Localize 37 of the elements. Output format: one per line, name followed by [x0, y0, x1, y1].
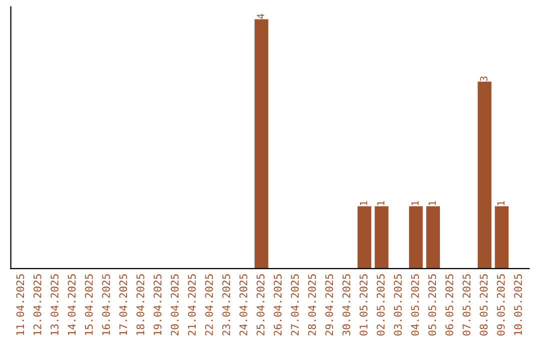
x-tick-label: 27.04.2025 [290, 274, 299, 336]
x-tick-label: 09.05.2025 [496, 274, 505, 336]
data-label: 1 [428, 201, 436, 206]
x-tick-label: 17.04.2025 [119, 274, 128, 335]
x-tick-label: 07.05.2025 [462, 274, 470, 336]
data-label: 1 [497, 201, 504, 206]
data-label: 1 [412, 201, 419, 206]
x-tick-label: 02.05.2025 [376, 274, 385, 336]
x-tick-label: 08.05.2025 [480, 274, 488, 336]
x-tick-label: 01.05.2025 [360, 274, 368, 336]
x-tick-label: 23.04.2025 [222, 274, 230, 336]
x-tick-label: 20.04.2025 [170, 274, 179, 336]
x-tick-label: 18.04.2025 [136, 274, 144, 335]
x-tick-label: 05.05.2025 [428, 274, 436, 336]
x-tick-label: 04.05.2025 [411, 274, 419, 336]
data-label: 4 [257, 14, 264, 19]
x-tick-label: 10.05.2025 [514, 274, 522, 335]
x-tick-label: 14.04.2025 [68, 274, 76, 335]
x-tick-label: 15.04.2025 [84, 274, 93, 335]
x-tick-label: 29.04.2025 [325, 274, 334, 336]
x-tick-label: 21.04.2025 [188, 274, 196, 336]
x-tick-label: 16.04.2025 [102, 274, 110, 335]
x-tick-label: 24.04.2025 [239, 274, 248, 336]
x-tick-label: 12.04.2025 [33, 274, 42, 335]
data-label: 1 [360, 201, 368, 206]
x-tick-label: 25.04.2025 [256, 274, 264, 336]
x-tick-label: 11.04.2025 [16, 274, 24, 335]
data-label: 1 [377, 201, 384, 206]
x-tick-label: 06.05.2025 [445, 274, 454, 336]
x-tick-label: 22.04.2025 [205, 274, 213, 336]
x-tick-label: 28.04.2025 [308, 274, 316, 336]
x-tick-label: 19.04.2025 [154, 274, 162, 335]
x-tick-label: 03.05.2025 [394, 274, 402, 336]
x-tick-label: 26.04.2025 [274, 274, 282, 336]
data-label: 3 [480, 76, 488, 81]
x-tick-label: 13.04.2025 [50, 274, 58, 335]
x-tick-label: 30.04.2025 [342, 274, 350, 336]
